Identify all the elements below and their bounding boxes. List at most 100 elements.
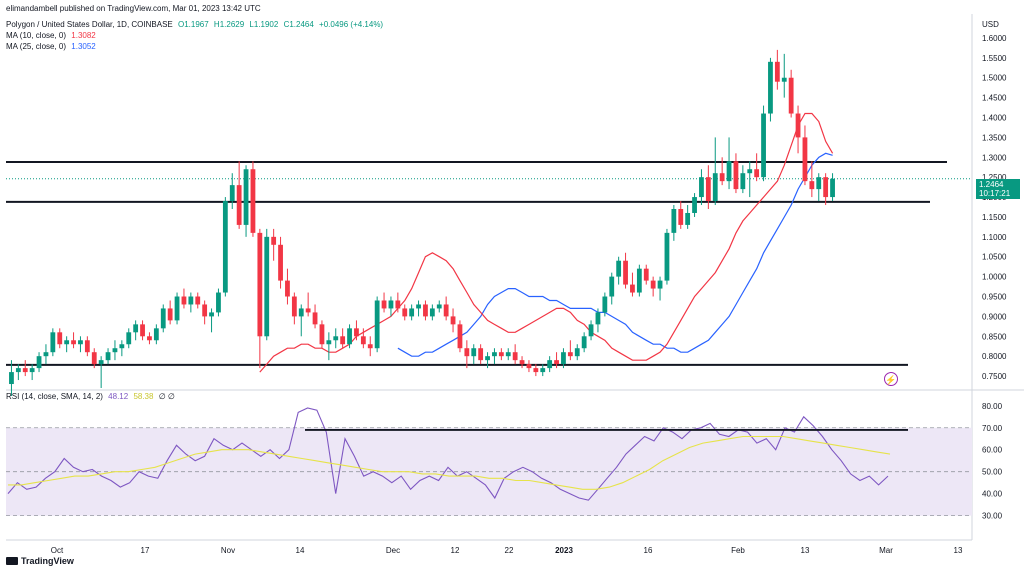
publisher-caption: elimandambell published on TradingView.c… bbox=[6, 4, 264, 14]
symbol-legend: Polygon / United States Dollar, 1D, COIN… bbox=[6, 20, 386, 30]
price-tick-label: 1.4000 bbox=[982, 114, 1007, 123]
price-tick-label: 1.1000 bbox=[982, 233, 1007, 242]
rsi-label: RSI (14, close, SMA, 14, 2) bbox=[6, 392, 103, 401]
candle bbox=[174, 292, 180, 325]
candle-body bbox=[374, 300, 380, 349]
candle bbox=[98, 356, 104, 388]
time-tick-label: Feb bbox=[731, 546, 745, 555]
ma10-value: 1.3082 bbox=[71, 31, 96, 40]
symbol-name[interactable]: Polygon / United States Dollar, 1D, COIN… bbox=[6, 20, 173, 29]
candle-body bbox=[174, 296, 180, 321]
candle-body bbox=[367, 344, 373, 349]
candle bbox=[436, 300, 442, 313]
candle-body bbox=[15, 368, 21, 373]
rsi-value: 48.12 bbox=[108, 392, 129, 401]
candle-body bbox=[554, 360, 559, 365]
candle-body bbox=[692, 197, 697, 213]
candle bbox=[167, 300, 173, 325]
candle-body bbox=[57, 332, 63, 345]
candle bbox=[768, 57, 773, 122]
ma25-legend[interactable]: MA (25, close, 0) 1.3052 bbox=[6, 42, 99, 52]
candle-body bbox=[257, 232, 263, 337]
price-tick-label: 0.7500 bbox=[982, 372, 1007, 381]
candle bbox=[423, 300, 428, 321]
candle-body bbox=[91, 352, 97, 365]
candle bbox=[740, 165, 746, 194]
candle-body bbox=[285, 280, 290, 297]
candle bbox=[478, 344, 484, 365]
candle bbox=[222, 197, 228, 297]
candle bbox=[119, 340, 125, 357]
candle bbox=[699, 169, 704, 206]
candle-body bbox=[657, 280, 663, 289]
candle bbox=[823, 173, 829, 206]
candle bbox=[188, 292, 194, 313]
candle bbox=[319, 320, 325, 349]
rsi-ma-value: 58.38 bbox=[133, 392, 154, 401]
candle-body bbox=[574, 348, 580, 357]
candle-body bbox=[243, 169, 249, 225]
ma10-legend[interactable]: MA (10, close, 0) 1.3082 bbox=[6, 31, 99, 41]
candle-body bbox=[802, 137, 808, 182]
candle bbox=[554, 352, 559, 369]
price-tick-label: 1.3500 bbox=[982, 133, 1007, 142]
ohlc-high: H1.2629 bbox=[213, 20, 245, 29]
candle-body bbox=[630, 284, 635, 293]
candle-body bbox=[719, 173, 725, 182]
candle bbox=[733, 153, 739, 194]
candle bbox=[250, 161, 256, 237]
candle bbox=[774, 49, 780, 90]
tradingview-logo: TradingView bbox=[6, 556, 74, 566]
currency-label: USD bbox=[982, 20, 1002, 30]
candle-body bbox=[712, 173, 718, 202]
ma10-label: MA (10, close, 0) bbox=[6, 31, 67, 40]
candle bbox=[450, 308, 456, 333]
candle-body bbox=[498, 352, 504, 357]
time-tick-label: Dec bbox=[386, 546, 400, 555]
candle bbox=[133, 320, 139, 341]
candle bbox=[298, 304, 304, 337]
ma25-value: 1.3052 bbox=[71, 42, 96, 51]
lightning-icon[interactable]: ⚡ bbox=[884, 372, 898, 386]
candle-body bbox=[160, 308, 166, 329]
time-tick-label: Oct bbox=[51, 546, 64, 555]
candle bbox=[567, 340, 573, 361]
candle-body bbox=[188, 296, 194, 305]
candle-body bbox=[443, 304, 449, 317]
candle bbox=[388, 296, 394, 317]
candle-body bbox=[547, 360, 553, 369]
candle bbox=[257, 228, 263, 369]
candle bbox=[195, 292, 201, 309]
candle bbox=[581, 332, 587, 353]
candle-body bbox=[636, 268, 642, 293]
time-tick-label: 2023 bbox=[555, 546, 573, 555]
candle bbox=[705, 165, 711, 209]
price-tick-label: 0.9000 bbox=[982, 312, 1007, 321]
candle-body bbox=[795, 113, 801, 138]
rsi-tick-label: 60.00 bbox=[982, 446, 1003, 455]
candle bbox=[781, 53, 787, 98]
candle bbox=[512, 344, 518, 365]
candle-body bbox=[354, 328, 359, 337]
candle-body bbox=[271, 236, 277, 245]
candle-body bbox=[436, 304, 442, 309]
rsi-legend[interactable]: RSI (14, close, SMA, 14, 2) 48.12 58.38 … bbox=[6, 392, 178, 402]
candle-body bbox=[429, 308, 435, 317]
candle bbox=[395, 292, 401, 313]
last-price-tag: 1.2464 10:17:21 bbox=[976, 179, 1020, 199]
candle-body bbox=[616, 260, 622, 277]
candle-body bbox=[519, 360, 525, 365]
price-tick-label: 1.0500 bbox=[982, 253, 1007, 262]
candle-body bbox=[388, 300, 394, 309]
candle-body bbox=[768, 61, 773, 114]
last-price: 1.2464 bbox=[979, 180, 1004, 189]
candle-body bbox=[312, 312, 318, 325]
rsi-tick-label: 50.00 bbox=[982, 468, 1003, 477]
candle bbox=[712, 137, 718, 206]
candle-body bbox=[450, 316, 456, 325]
candle-body bbox=[588, 324, 594, 337]
candle bbox=[457, 320, 463, 353]
candle-body bbox=[236, 185, 242, 225]
candle-body bbox=[685, 212, 691, 225]
